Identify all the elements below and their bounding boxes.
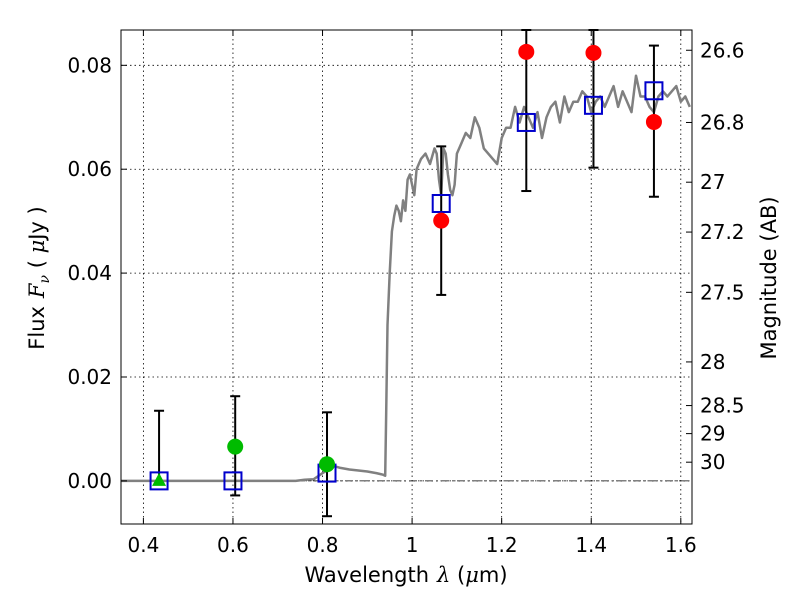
model-point [644,81,664,101]
spectrum-line [121,74,691,483]
data-points [149,43,664,491]
y2-tick-label: 28.5 [700,394,745,418]
model-point [516,112,536,132]
upper-limit-point [152,472,167,486]
detection-point [645,113,662,130]
axis-ticks [121,30,692,524]
x-tick-label: 0.4 [127,533,159,557]
model-point [223,471,243,491]
y2-tick-label: 28 [700,350,725,374]
y2-tick-label: 29 [700,422,725,446]
y-tick-label: 0.04 [67,261,112,285]
tick-labels: 0.4 0.6 0.8 1 1.2 1.4 1.6 0.00 0.02 0.04 0.06 0.08 2… [67,38,744,557]
detection-point [433,212,450,229]
x-axis-label: Wavelength λ (μm) [304,563,507,587]
y-axis-label: FluxFν ( μJy ) [25,206,53,349]
y2-tick-label: 26.8 [700,110,745,134]
y-tick-label: 0.06 [67,157,112,181]
model-spectrum [121,74,691,483]
y-tick-label: 0.02 [67,365,112,389]
x-tick-label: 1 [406,533,419,557]
y-tick-label: 0.00 [67,469,112,493]
x-tick-label: 1.4 [575,533,607,557]
detection-point [585,44,602,61]
x-tick-label: 1.2 [486,533,518,557]
plot-frame [120,29,693,525]
x-tick-label: 1.6 [665,533,697,557]
model-point [583,95,603,115]
y2-tick-label: 27.2 [700,220,745,244]
y2-axis-label: Magnitude (AB) [757,196,781,359]
x-tick-label: 0.6 [217,533,249,557]
model-point [431,193,451,213]
x-tick-label: 0.8 [307,533,339,557]
y-tick-label: 0.08 [67,53,112,77]
low-sn-point [319,456,336,473]
y2-tick-label: 27 [700,170,725,194]
low-sn-point [227,438,244,455]
model-point [149,471,169,491]
y2-tick-label: 26.6 [700,38,745,62]
y2-tick-label: 30 [700,450,725,474]
y2-tick-label: 27.5 [700,280,745,304]
detection-point [518,43,535,60]
